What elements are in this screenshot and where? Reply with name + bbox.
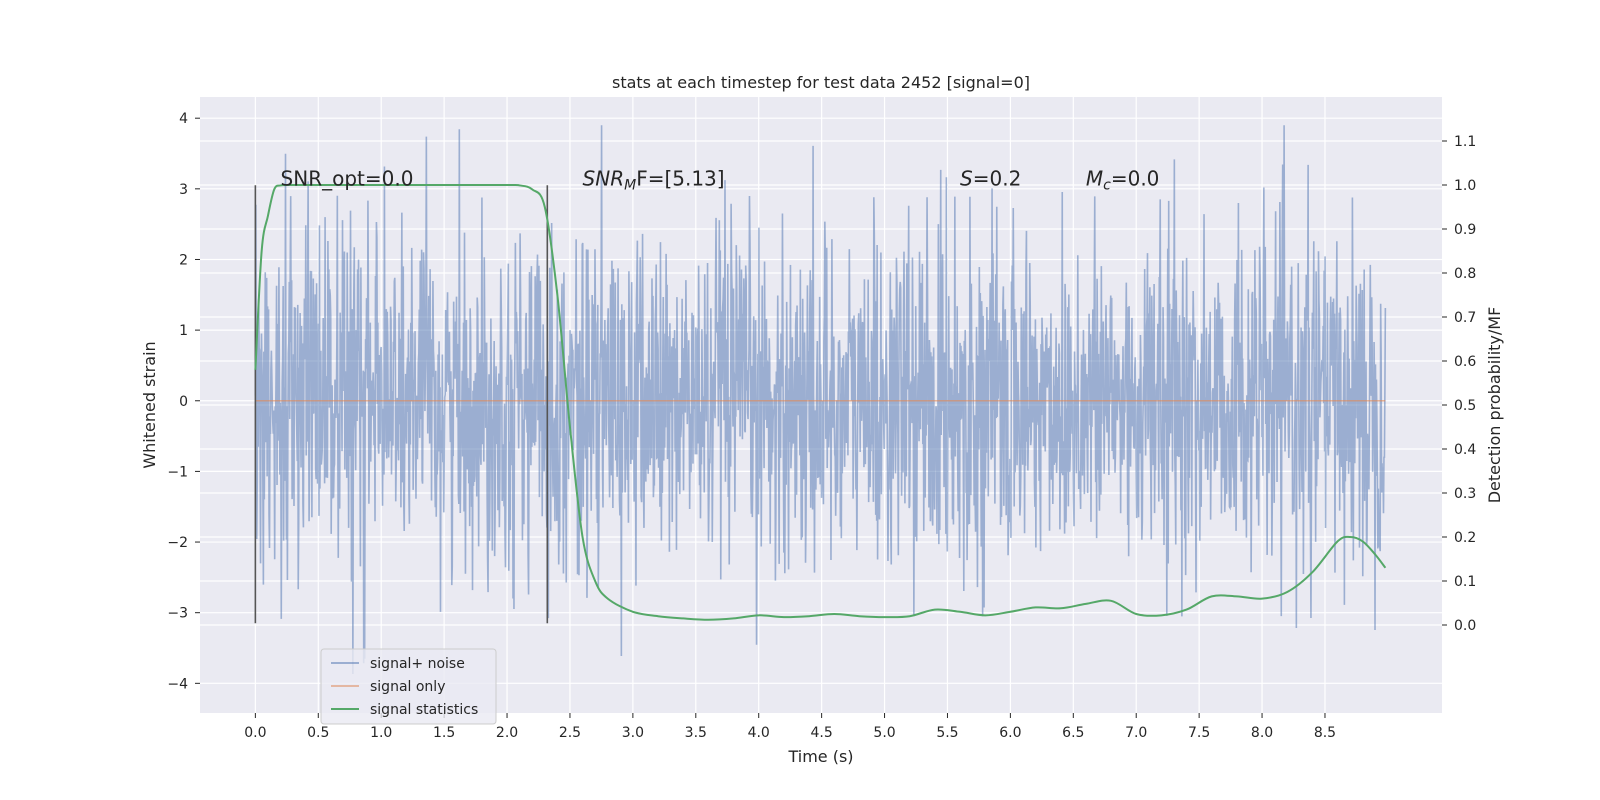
- y2-tick-label: 0.2: [1454, 530, 1476, 546]
- annotation-main: SNR: [583, 166, 625, 190]
- y-tick-label: 2: [179, 252, 188, 268]
- signal-noise-series: [254, 125, 1387, 674]
- annotation-text: S=0.2: [960, 166, 1021, 190]
- vertical-markers: [254, 185, 549, 624]
- x-tick-label: 8.0: [1251, 725, 1273, 741]
- x-tick-label: 2.0: [496, 725, 518, 741]
- x-tick-label: 7.0: [1125, 725, 1147, 741]
- y-tick-labels: 4 3 2 1 0 −1 −2 −3 −4: [167, 111, 200, 692]
- x-tick-label: 4.0: [748, 725, 770, 741]
- annotation-value: =0.2: [973, 166, 1022, 190]
- x-tick-label: 5.5: [936, 725, 958, 741]
- y2-tick-label: 0.4: [1454, 442, 1476, 458]
- annotation-text: SNRMF=[5.13]: [583, 166, 725, 193]
- annotations: SNR_opt=0.0 SNRMF=[5.13] S=0.2 Mc=0.0: [281, 166, 1160, 193]
- legend-label-signal-statistics: signal statistics: [370, 702, 478, 718]
- x-tick-label: 3.5: [685, 725, 707, 741]
- x-tick-label: 3.0: [622, 725, 644, 741]
- y2-tick-label: 1.0: [1454, 178, 1476, 194]
- y-tick-label: 1: [179, 323, 188, 339]
- y-tick-label: 3: [179, 182, 188, 198]
- annotation-text: Mc=0.0: [1086, 166, 1160, 193]
- x-tick-label: 6.0: [999, 725, 1021, 741]
- annotation-subscript: M: [624, 177, 636, 193]
- signal-statistics-line: [254, 183, 1387, 621]
- y2-tick-label: 1.1: [1454, 134, 1476, 150]
- y2-tick-label: 0.7: [1454, 310, 1476, 326]
- y2-tick-label: 0.3: [1454, 486, 1476, 502]
- signal-noise-line: [254, 125, 1387, 674]
- y-tick-label: −2: [167, 535, 188, 551]
- x-tick-label: 7.5: [1188, 725, 1210, 741]
- y2-tick-label: 0.8: [1454, 266, 1476, 282]
- x-tick-label: 4.5: [810, 725, 832, 741]
- annotation-main: S: [960, 166, 973, 190]
- y-tick-label: −4: [167, 676, 188, 692]
- y2-axis-label: Detection probability/MF: [1485, 307, 1504, 504]
- x-tick-label: 0.5: [307, 725, 329, 741]
- y-tick-label: −1: [167, 464, 188, 480]
- legend-box: [320, 648, 497, 725]
- x-tick-label: 8.5: [1314, 725, 1336, 741]
- annotation-main: M: [1086, 166, 1103, 190]
- x-tick-label: 1.0: [370, 725, 392, 741]
- y2-tick-label: 0.5: [1454, 398, 1476, 414]
- x-tick-labels: 0.0 0.5 1.0 1.5 2.0 2.5 3.0 3.5 4.0 4.5 5.0 5.5 6.0 6…: [244, 713, 1336, 741]
- annotation-value: =0.0: [1111, 166, 1160, 190]
- y-axis-label: Whitened strain: [140, 341, 159, 468]
- x-tick-label: 0.0: [244, 725, 266, 741]
- y2-tick-label: 0.0: [1454, 618, 1476, 634]
- legend: signal+ noise signal only signal statist…: [320, 648, 497, 725]
- x-axis-label: Time (s): [787, 747, 853, 766]
- signal-statistics-series: [254, 183, 1387, 621]
- y-tick-label: −3: [167, 606, 188, 622]
- x-tick-label: 6.5: [1062, 725, 1084, 741]
- annotation-subscript: c: [1103, 177, 1111, 193]
- annotation-value: F=[5.13]: [636, 166, 724, 190]
- y-tick-label: 4: [179, 111, 188, 127]
- annotation-text: SNR_opt=0.0: [281, 166, 414, 190]
- y2-tick-label: 0.6: [1454, 354, 1476, 370]
- legend-label-signal-only: signal only: [370, 679, 445, 695]
- y2-tick-labels: 0.0 0.1 0.2 0.3 0.4 0.5 0.6 0.7 0.8 0.9 1.0 1.1: [1442, 134, 1476, 634]
- y2-tick-label: 0.9: [1454, 222, 1476, 238]
- x-tick-label: 5.0: [873, 725, 895, 741]
- x-tick-label: 1.5: [433, 725, 455, 741]
- y-tick-label: 0: [179, 394, 188, 410]
- y2-tick-label: 0.1: [1454, 574, 1476, 590]
- legend-label-signal-noise: signal+ noise: [370, 656, 465, 672]
- x-tick-label: 2.5: [559, 725, 581, 741]
- chart-title: stats at each timestep for test data 245…: [612, 73, 1030, 92]
